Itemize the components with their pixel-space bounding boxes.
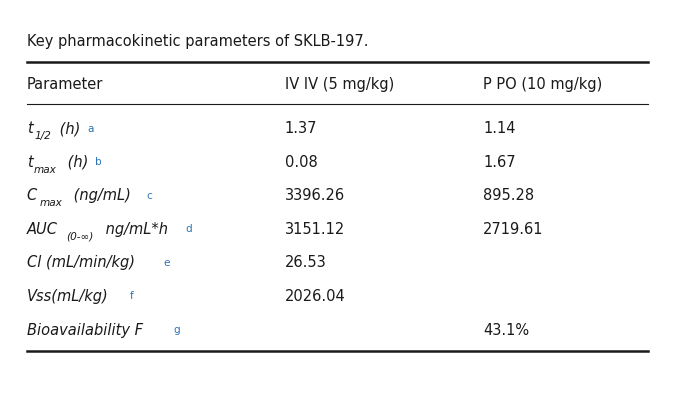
Text: a: a xyxy=(87,124,94,134)
Text: c: c xyxy=(147,191,153,201)
Text: t: t xyxy=(27,121,32,136)
Text: e: e xyxy=(163,258,170,268)
Text: 1.67: 1.67 xyxy=(483,155,516,170)
Text: max: max xyxy=(40,198,63,208)
Text: g: g xyxy=(173,325,180,335)
Text: 2719.61: 2719.61 xyxy=(483,222,543,237)
Text: b: b xyxy=(95,157,102,167)
Text: (0-∞): (0-∞) xyxy=(66,232,93,242)
Text: 2026.04: 2026.04 xyxy=(285,289,346,304)
Text: 1.14: 1.14 xyxy=(483,121,516,136)
Text: (h): (h) xyxy=(63,155,88,170)
Text: (h): (h) xyxy=(55,121,80,136)
Text: C: C xyxy=(27,188,37,203)
Text: f: f xyxy=(130,291,134,301)
Text: 1/2: 1/2 xyxy=(34,131,51,141)
Text: 26.53: 26.53 xyxy=(285,256,326,271)
Text: 43.1%: 43.1% xyxy=(483,322,529,337)
Text: Key pharmacokinetic parameters of SKLB-197.: Key pharmacokinetic parameters of SKLB-1… xyxy=(27,34,369,49)
Text: Bioavailability F: Bioavailability F xyxy=(27,322,143,337)
Text: P PO (10 mg/kg): P PO (10 mg/kg) xyxy=(483,77,602,92)
Text: 0.08: 0.08 xyxy=(285,155,317,170)
Text: d: d xyxy=(185,224,192,234)
Text: Cl (mL/min/kg): Cl (mL/min/kg) xyxy=(27,256,135,271)
Text: 3396.26: 3396.26 xyxy=(285,188,345,203)
Text: 3151.12: 3151.12 xyxy=(285,222,345,237)
Text: 895.28: 895.28 xyxy=(483,188,534,203)
Text: Vss(mL/kg): Vss(mL/kg) xyxy=(27,289,109,304)
Text: ng/mL*h: ng/mL*h xyxy=(101,222,167,237)
Text: IV IV (5 mg/kg): IV IV (5 mg/kg) xyxy=(285,77,394,92)
Text: t: t xyxy=(27,155,32,170)
Text: Parameter: Parameter xyxy=(27,77,103,92)
Text: (ng/mL): (ng/mL) xyxy=(69,188,130,203)
Text: 1.37: 1.37 xyxy=(285,121,317,136)
Text: max: max xyxy=(34,165,57,175)
Text: AUC: AUC xyxy=(27,222,58,237)
